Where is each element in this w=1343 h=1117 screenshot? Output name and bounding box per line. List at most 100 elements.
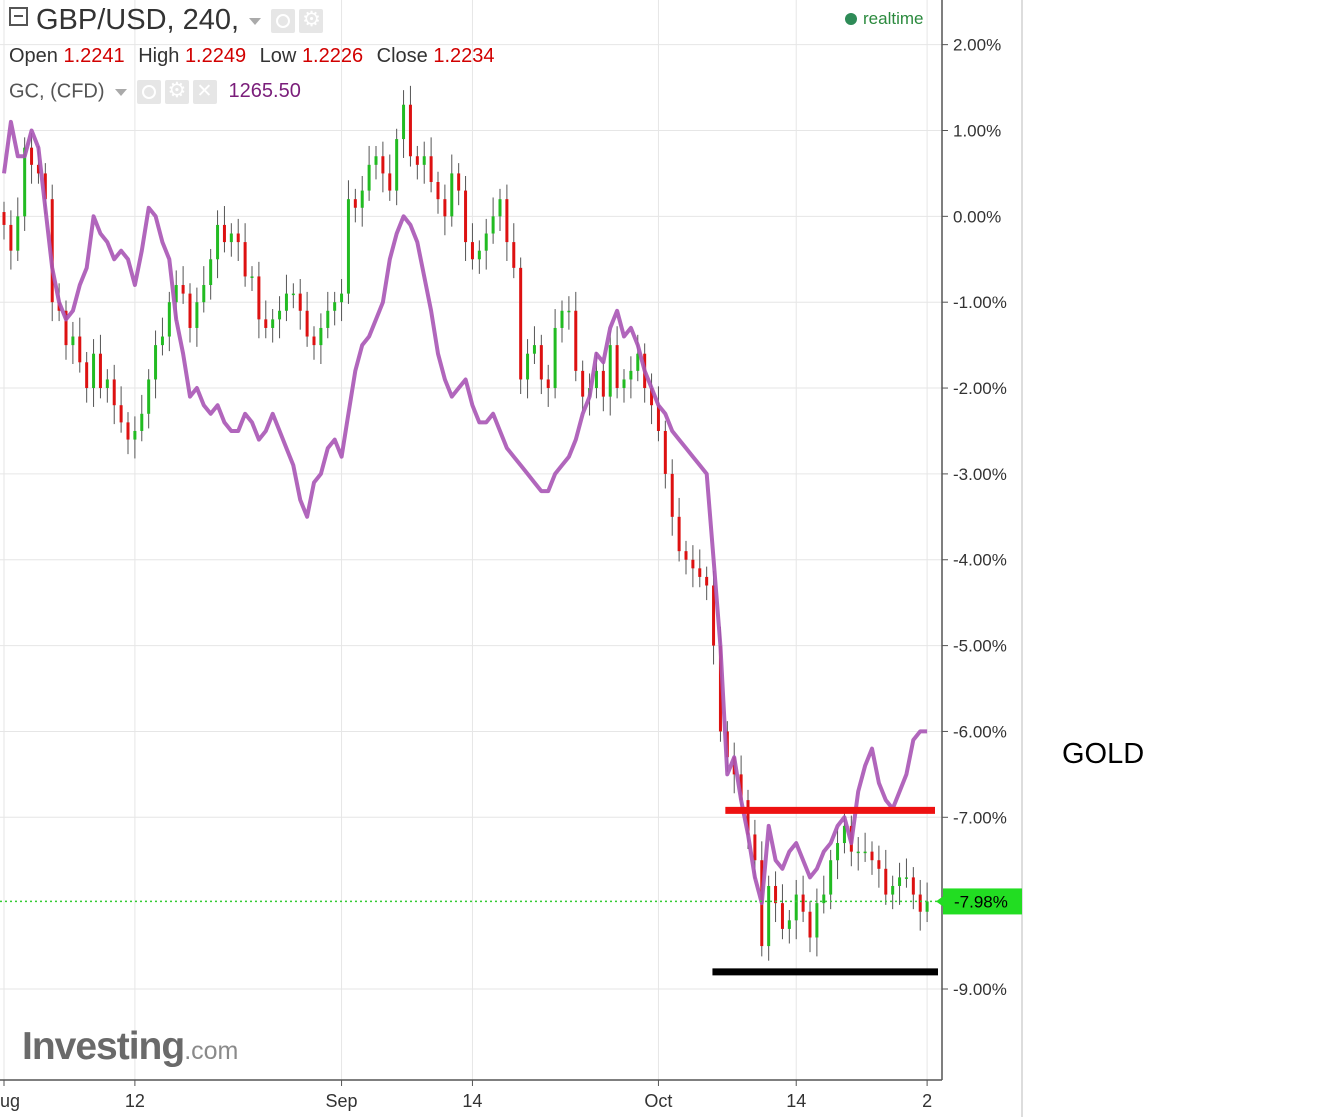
- overlay-chevron-down-icon[interactable]: [114, 88, 127, 96]
- candle: [402, 90, 406, 158]
- chart-title: GBP/USD, 240,: [9, 4, 327, 37]
- candle: [615, 326, 619, 399]
- current-price-marker: [943, 888, 1022, 915]
- candle-body: [863, 851, 867, 854]
- candle: [512, 223, 516, 279]
- y-tick-label: -9.00%: [953, 980, 1007, 999]
- candle: [712, 570, 716, 665]
- overlay-symbol: GC, (CFD): [9, 80, 105, 103]
- low-label: Low: [259, 45, 297, 67]
- candle-body: [670, 473, 674, 517]
- eye-icon[interactable]: [271, 9, 296, 34]
- candle-body: [229, 233, 233, 243]
- candle-body: [650, 388, 654, 406]
- candle-body: [43, 173, 47, 200]
- x-tick-label: 14: [786, 1091, 806, 1111]
- y-tick-label: 1.00%: [953, 121, 1001, 140]
- candle-body: [532, 345, 536, 354]
- x-tick-label: 2: [922, 1091, 932, 1111]
- candle: [822, 875, 826, 914]
- gold-annotation: GOLD: [1062, 738, 1145, 770]
- candle: [2, 201, 6, 240]
- candle-body: [608, 345, 612, 397]
- open-label: Open: [9, 45, 58, 67]
- candle-body: [278, 310, 282, 320]
- candle-body: [284, 293, 288, 311]
- candle-body: [319, 327, 323, 346]
- candle: [526, 339, 530, 399]
- candle-body: [16, 216, 20, 251]
- candle: [222, 206, 226, 253]
- candle-body: [767, 885, 771, 947]
- candle-body: [622, 379, 626, 389]
- candle: [567, 296, 571, 330]
- candle-body: [691, 559, 695, 569]
- x-tick-label: 12: [125, 1091, 145, 1111]
- current-price-label: -7.98%: [954, 892, 1008, 911]
- y-tick-label: 0.00%: [953, 207, 1001, 226]
- candle: [16, 197, 20, 261]
- candle-body: [415, 156, 419, 165]
- candle: [836, 828, 840, 880]
- candle-body: [539, 345, 543, 380]
- candle-body: [2, 212, 6, 225]
- high-value: 1.2249: [184, 45, 247, 67]
- candle: [333, 291, 337, 326]
- candle-body: [243, 242, 247, 277]
- overlay-close-icon[interactable]: [192, 80, 217, 104]
- candle-body: [808, 911, 812, 938]
- candle-body: [174, 285, 178, 303]
- candle: [422, 141, 426, 184]
- candle: [650, 373, 654, 425]
- candle-body: [360, 190, 364, 208]
- candle-body: [925, 901, 929, 912]
- candle: [801, 875, 805, 923]
- candle-body: [884, 868, 888, 895]
- candle: [271, 309, 275, 343]
- candle: [326, 291, 330, 339]
- candle-body: [512, 242, 516, 268]
- candle-body: [553, 327, 557, 389]
- candle: [491, 197, 495, 244]
- candle: [415, 145, 419, 180]
- candle-body: [801, 894, 805, 912]
- candle: [560, 300, 564, 343]
- candle: [911, 867, 915, 910]
- candle-body: [216, 224, 220, 260]
- candle: [188, 283, 192, 343]
- candle-body: [505, 199, 509, 243]
- candle: [691, 545, 695, 588]
- symbol-label: GBP/USD, 240,: [36, 4, 240, 36]
- candle-body: [298, 293, 302, 311]
- candle-body: [780, 903, 784, 929]
- candle-body: [856, 851, 860, 854]
- candle: [574, 291, 578, 382]
- candle: [353, 188, 357, 223]
- candle-body: [464, 190, 468, 243]
- candle: [167, 291, 171, 352]
- candle: [484, 218, 488, 270]
- overlay-eye-icon[interactable]: [136, 80, 161, 104]
- candle: [181, 266, 185, 304]
- candle-body: [133, 430, 137, 440]
- candle: [154, 330, 158, 399]
- candle: [216, 210, 220, 279]
- candle: [498, 188, 502, 231]
- candle-body: [140, 413, 144, 431]
- candle-body: [154, 345, 158, 380]
- candle: [884, 849, 888, 905]
- candle: [670, 459, 674, 536]
- candle-body: [663, 430, 667, 474]
- candle-body: [594, 370, 598, 389]
- candle: [388, 154, 392, 201]
- candle-body: [684, 551, 688, 560]
- chevron-down-icon[interactable]: [249, 17, 262, 25]
- overlay-gear-icon[interactable]: [164, 78, 189, 104]
- open-value: 1.2241: [63, 45, 125, 67]
- candle: [904, 858, 908, 888]
- candle-body: [202, 285, 206, 303]
- gear-icon[interactable]: [299, 7, 324, 34]
- collapse-icon[interactable]: [9, 7, 28, 26]
- candle-body: [112, 379, 116, 406]
